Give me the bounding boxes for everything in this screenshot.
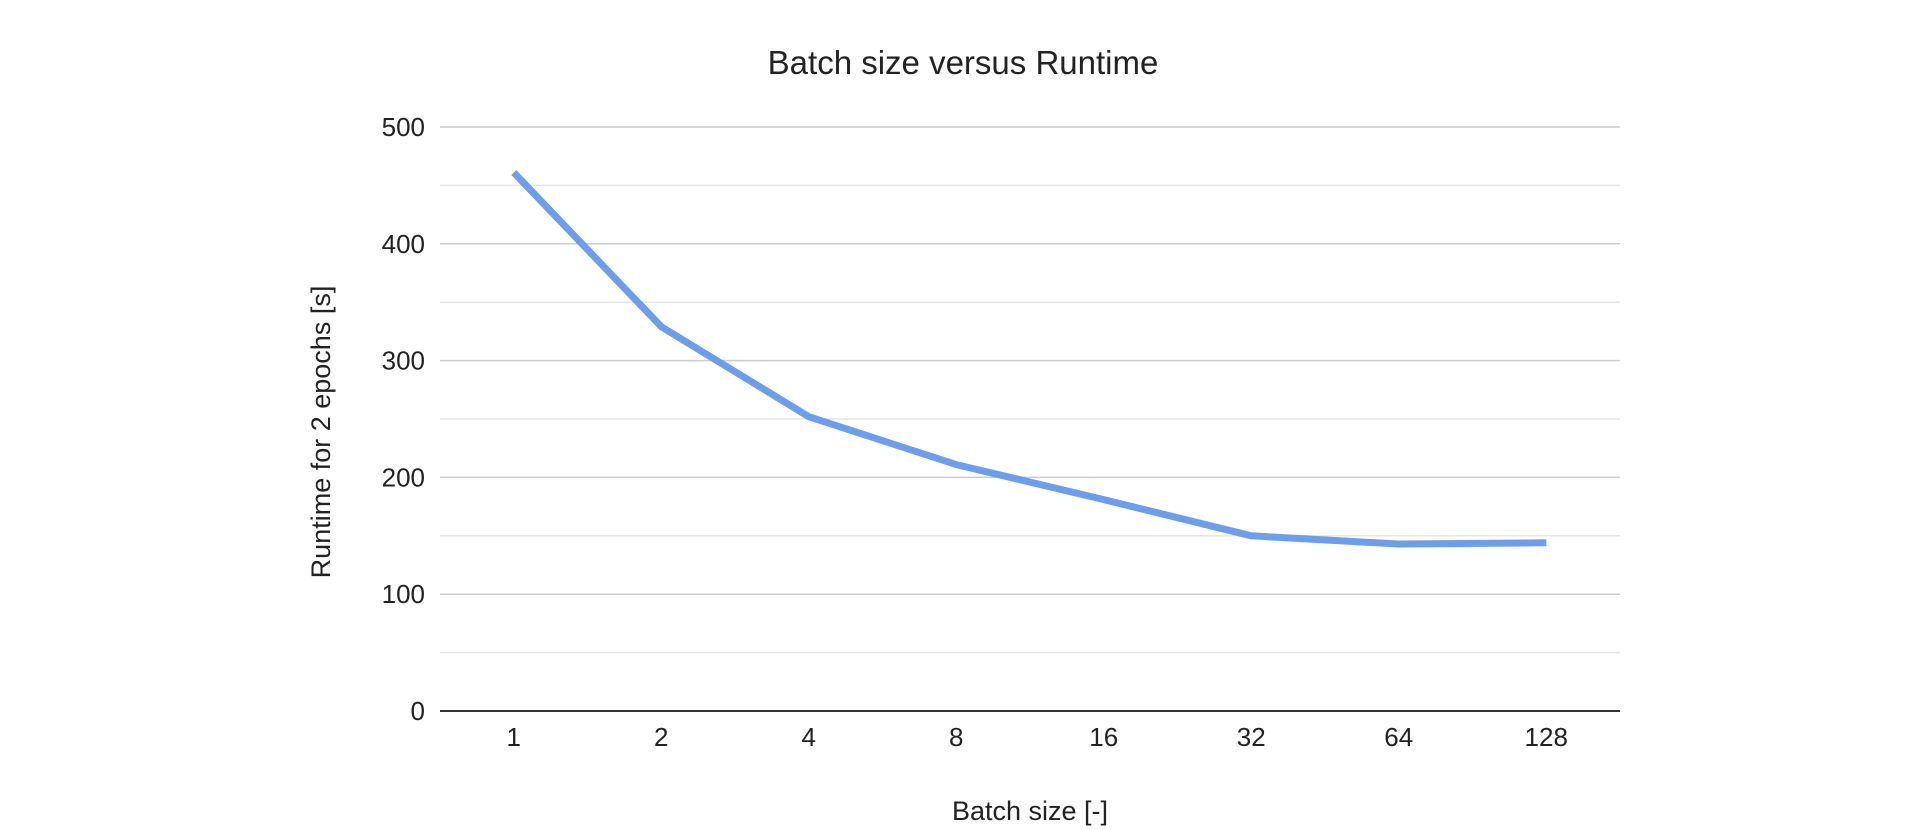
y-tick-label: 400 (382, 229, 425, 259)
x-tick-label: 8 (949, 722, 963, 752)
y-tick-label: 500 (382, 112, 425, 142)
x-tick-label: 2 (654, 722, 668, 752)
chart-title: Batch size versus Runtime (768, 44, 1159, 81)
series-line (511, 170, 1547, 548)
x-tick-label: 1 (507, 722, 521, 752)
series-layer (511, 170, 1547, 548)
y-tick-label: 200 (382, 462, 425, 492)
grid-layer (440, 126, 1620, 712)
y-axis-title: Runtime for 2 epochs [s] (306, 286, 336, 579)
x-tick-label: 128 (1525, 722, 1568, 752)
x-axis-title: Batch size [-] (952, 796, 1108, 826)
y-tick-label: 300 (382, 346, 425, 376)
x-tick-label: 32 (1237, 722, 1266, 752)
x-tick-label: 16 (1089, 722, 1118, 752)
x-tick-label: 64 (1384, 722, 1413, 752)
y-tick-label: 0 (411, 696, 425, 726)
x-tick-label: 4 (802, 722, 816, 752)
y-axis-ticks: 0 100 200 300 400 500 (382, 112, 425, 726)
y-tick-label: 100 (382, 579, 425, 609)
x-axis-ticks: 1 2 4 8 16 32 64 128 (507, 722, 1568, 752)
